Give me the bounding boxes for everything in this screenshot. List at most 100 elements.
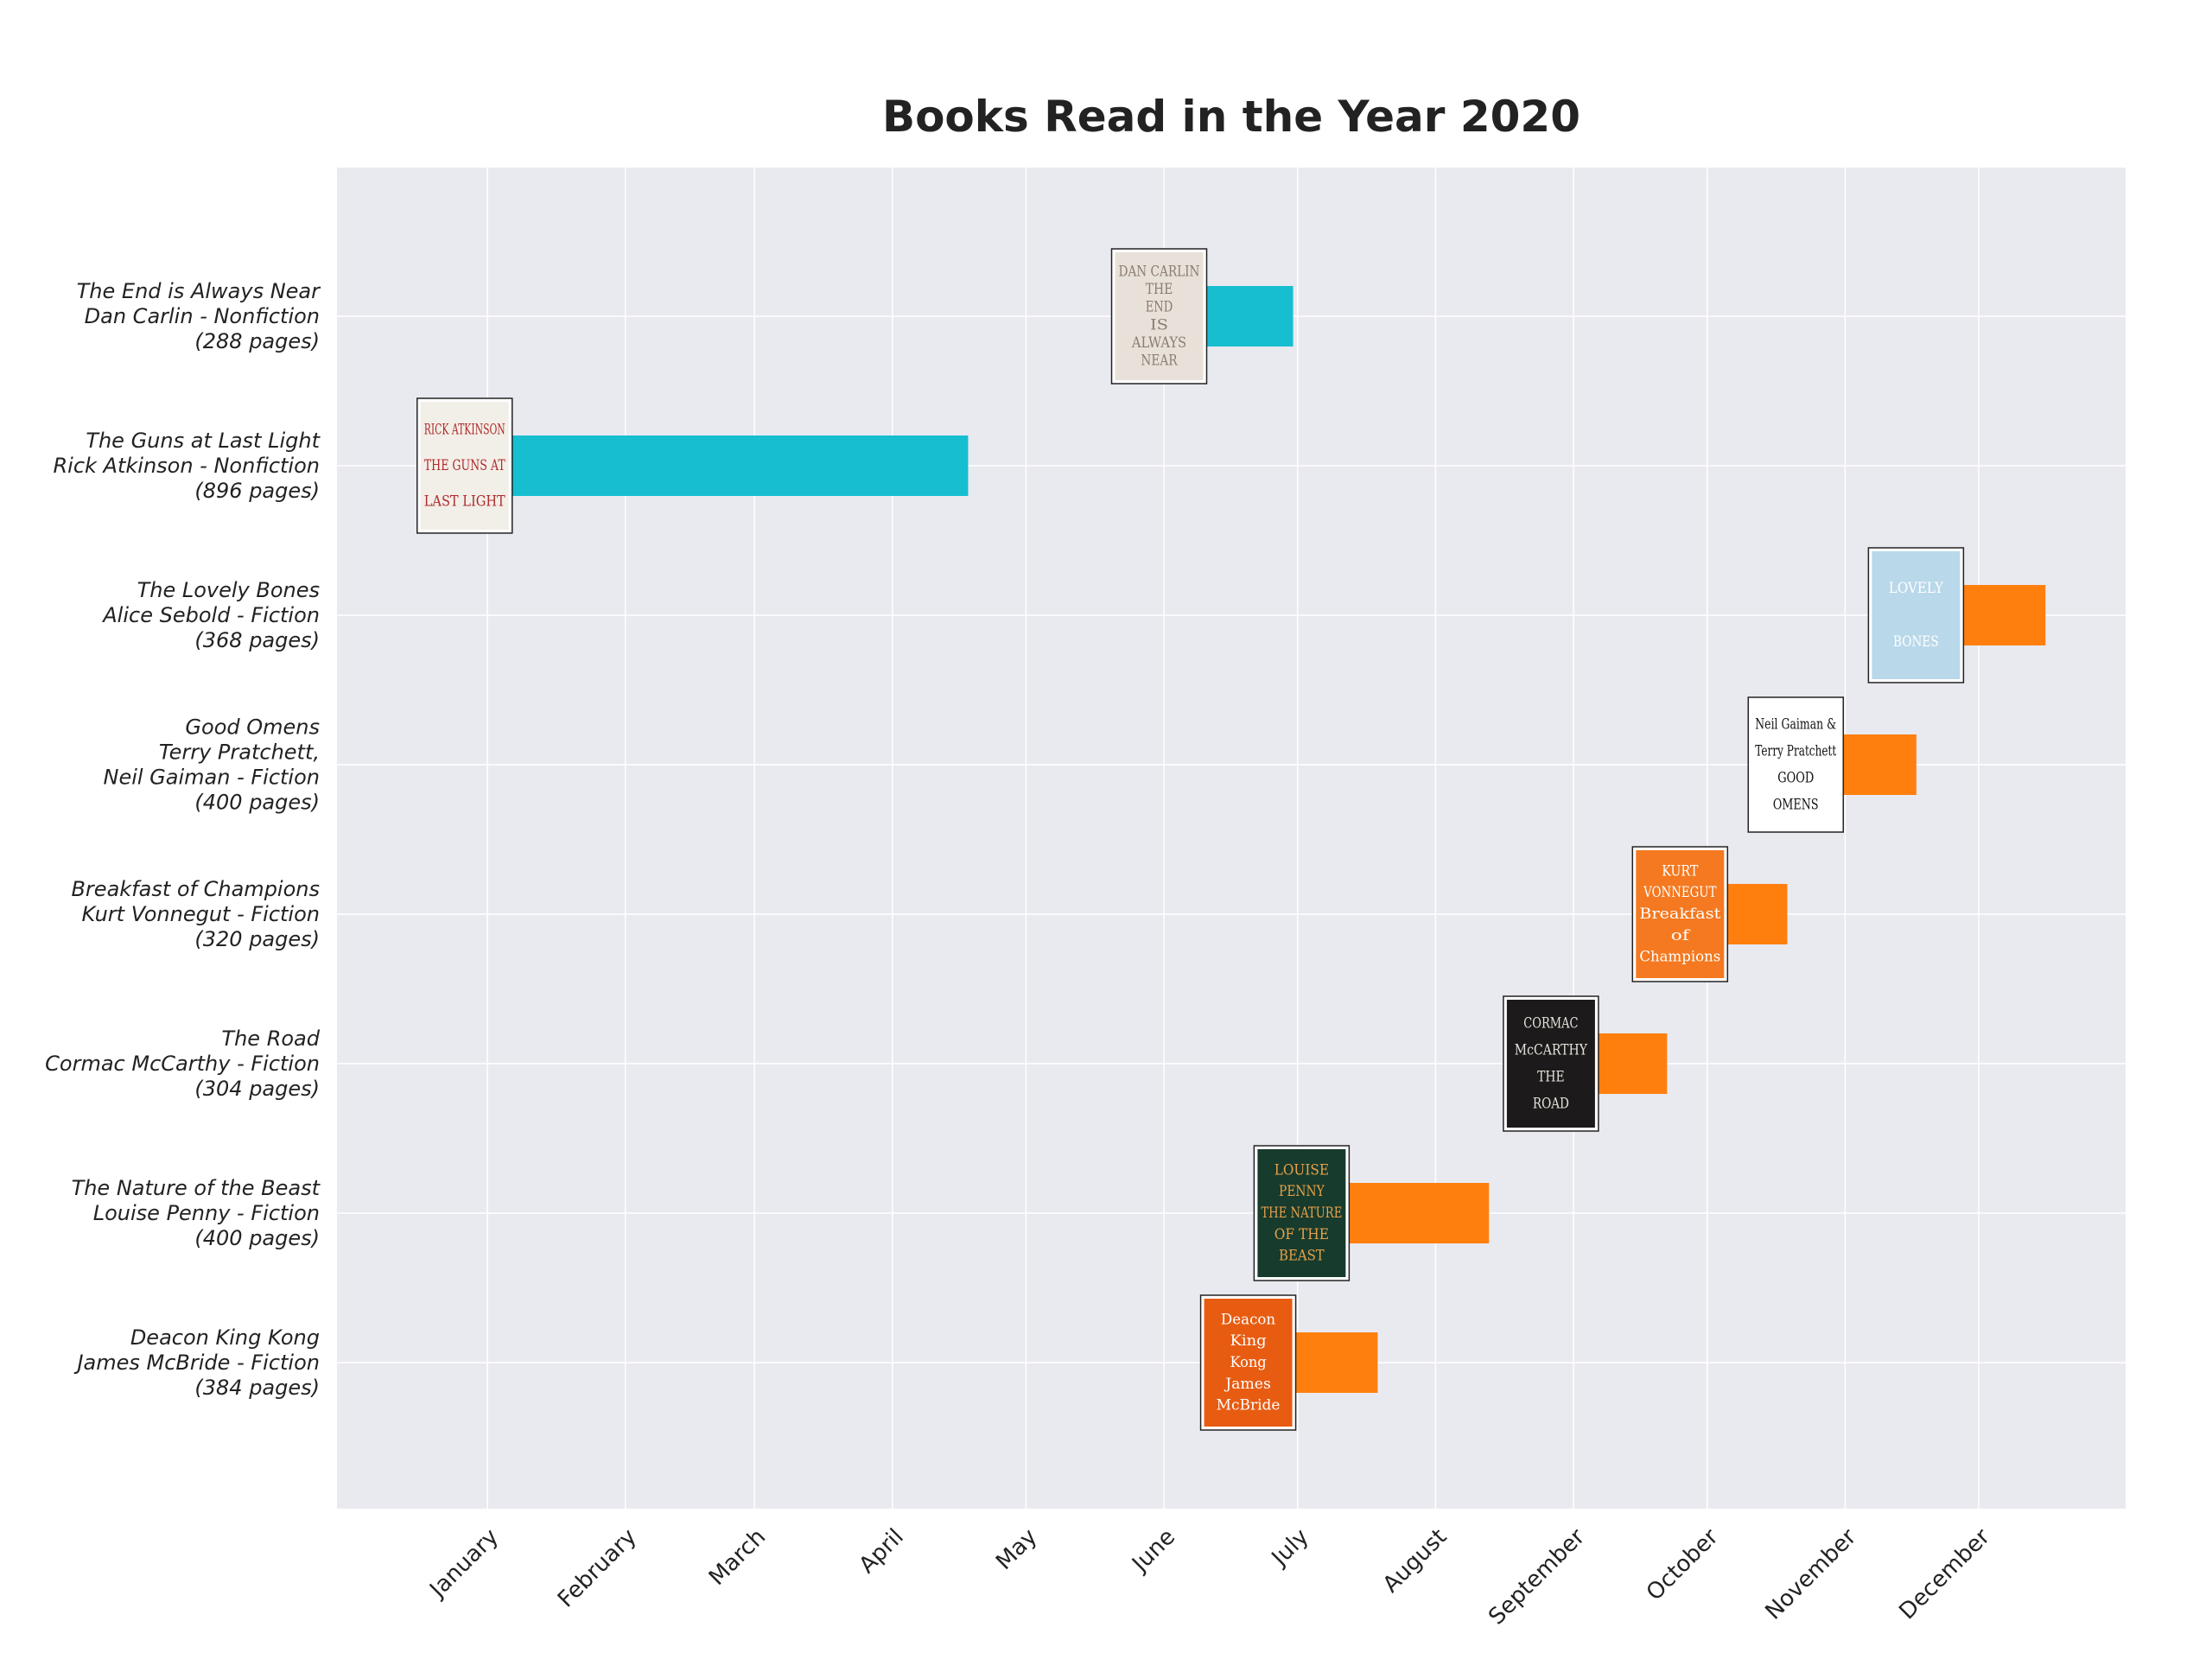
cover-text: GOOD	[1777, 770, 1814, 787]
cover-text: OMENS	[1773, 797, 1819, 814]
cover-text: THE	[1146, 281, 1173, 298]
cover-text: NEAR	[1141, 353, 1178, 370]
cover-text: James	[1224, 1376, 1271, 1393]
cover-text: END	[1146, 299, 1173, 316]
cover-text: Deacon	[1221, 1311, 1275, 1328]
cover-art	[1115, 252, 1204, 380]
y-axis-label: Rick Atkinson - Nonfiction	[53, 454, 320, 478]
y-axis-label: Alice Sebold - Fiction	[101, 603, 320, 627]
bar	[1204, 286, 1294, 346]
cover-text: King	[1230, 1332, 1266, 1350]
cover-text: ROAD	[1533, 1096, 1569, 1113]
chart-title: Books Read in the Year 2020	[882, 92, 1580, 142]
y-axis-label: (288 pages)	[194, 329, 320, 353]
cover-text: Champions	[1639, 949, 1720, 966]
x-tick-label: October	[1642, 1524, 1724, 1606]
x-tick-label: March	[704, 1524, 771, 1591]
grid-lines	[337, 168, 2126, 1509]
plot-background	[337, 168, 2126, 1509]
y-axis-label: James McBride - Fiction	[73, 1351, 320, 1375]
book-cover: LOVELY BONES	[1867, 547, 1965, 683]
y-axis-label: Dan Carlin - Nonfiction	[85, 304, 320, 328]
bar	[1840, 734, 1916, 795]
cover-art	[1872, 551, 1961, 679]
bars	[509, 286, 2046, 1393]
x-axis-ticks: January February March April May June July Augu…	[424, 1524, 1996, 1630]
y-axis-label: (320 pages)	[194, 927, 320, 951]
x-tick-label: April	[855, 1524, 909, 1579]
y-axis-label: Terry Pratchett,	[159, 741, 320, 765]
book-cover: CORMAC McCARTHY THE ROAD	[1503, 995, 1599, 1132]
cover-text: BONES	[1893, 633, 1939, 651]
bar	[1595, 1033, 1668, 1094]
bar	[509, 435, 969, 496]
y-axis-label: Deacon King Kong	[130, 1325, 320, 1350]
cover-text: ALWAYS	[1131, 334, 1186, 352]
y-axis-label: (400 pages)	[194, 791, 320, 815]
x-tick-label: June	[1126, 1524, 1180, 1579]
y-axis-label: Kurt Vonnegut - Fiction	[81, 902, 320, 926]
cover-text: Terry Pratchett	[1755, 743, 1836, 760]
book-cover: KURT VONNEGUT Breakfast of Champions	[1631, 846, 1729, 982]
y-axis-label: The Nature of the Beast	[72, 1176, 321, 1200]
y-axis-label: (384 pages)	[194, 1376, 320, 1400]
cover-text: RICK ATKINSON	[424, 422, 505, 439]
x-tick-label: December	[1894, 1524, 1995, 1625]
cover-text: LAST LIGHT	[424, 493, 506, 510]
x-tick-label: September	[1484, 1524, 1590, 1630]
cover-text: Kong	[1230, 1354, 1266, 1371]
cover-text: LOUISE	[1274, 1161, 1329, 1179]
x-tick-label: November	[1761, 1524, 1862, 1625]
y-axis-label: The Road	[221, 1027, 320, 1051]
x-tick-label: February	[553, 1524, 642, 1613]
cover-art	[1257, 1149, 1346, 1277]
y-axis-label: (400 pages)	[194, 1226, 320, 1250]
cover-art	[1204, 1299, 1293, 1427]
y-axis-label: (896 pages)	[194, 479, 320, 503]
cover-text: OF THE	[1274, 1226, 1329, 1243]
cover-text: LOVELY	[1889, 580, 1944, 597]
cover-text: THE NATURE	[1261, 1205, 1342, 1222]
y-axis-label: (304 pages)	[194, 1077, 320, 1101]
x-tick-label: July	[1266, 1524, 1314, 1573]
cover-text: CORMAC	[1523, 1015, 1578, 1033]
bar	[1961, 585, 2046, 645]
y-axis-label: Cormac McCarthy - Fiction	[45, 1052, 320, 1076]
y-axis-label: Louise Penny - Fiction	[93, 1201, 320, 1225]
y-axis-label: The Guns at Last Light	[86, 429, 321, 453]
cover-text: McCARTHY	[1515, 1042, 1588, 1059]
x-tick-label: January	[424, 1524, 504, 1604]
cover-art	[420, 402, 509, 530]
cover-text: DAN CARLIN	[1119, 263, 1200, 280]
cover-text: Breakfast	[1639, 906, 1720, 923]
cover-text: IS	[1150, 316, 1168, 334]
cover-text: BEAST	[1279, 1248, 1325, 1265]
cover-text: THE GUNS AT	[424, 457, 505, 474]
y-axis-label: The Lovely Bones	[137, 578, 320, 602]
y-axis-label: The End is Always Near	[77, 279, 321, 303]
book-cover: RICK ATKINSON THE GUNS AT LAST LIGHT	[416, 397, 513, 534]
cover-art	[1506, 1000, 1595, 1128]
y-axis-label: (368 pages)	[194, 628, 320, 652]
cover-text: Neil Gaiman &	[1755, 716, 1836, 734]
x-tick-label: August	[1378, 1524, 1452, 1599]
cover-text: KURT	[1662, 862, 1699, 880]
cover-text: THE	[1537, 1069, 1565, 1086]
cover-text: PENNY	[1279, 1183, 1325, 1200]
y-axis-label: Good Omens	[185, 715, 320, 740]
x-tick-label: May	[991, 1524, 1042, 1575]
bar	[1725, 884, 1788, 944]
cover-text: McBride	[1217, 1397, 1281, 1414]
cover-art	[1751, 701, 1840, 829]
y-axis-label: Breakfast of Champions	[71, 877, 320, 901]
book-cover: Neil Gaiman & Terry Pratchett GOOD OMENS	[1747, 696, 1845, 833]
bar	[1346, 1183, 1490, 1243]
bar	[1293, 1332, 1378, 1393]
book-cover: Deacon King Kong James McBride	[1199, 1294, 1297, 1431]
book-cover: LOUISE PENNY THE NATURE OF THE BEAST	[1253, 1145, 1351, 1281]
cover-art	[1636, 850, 1725, 978]
